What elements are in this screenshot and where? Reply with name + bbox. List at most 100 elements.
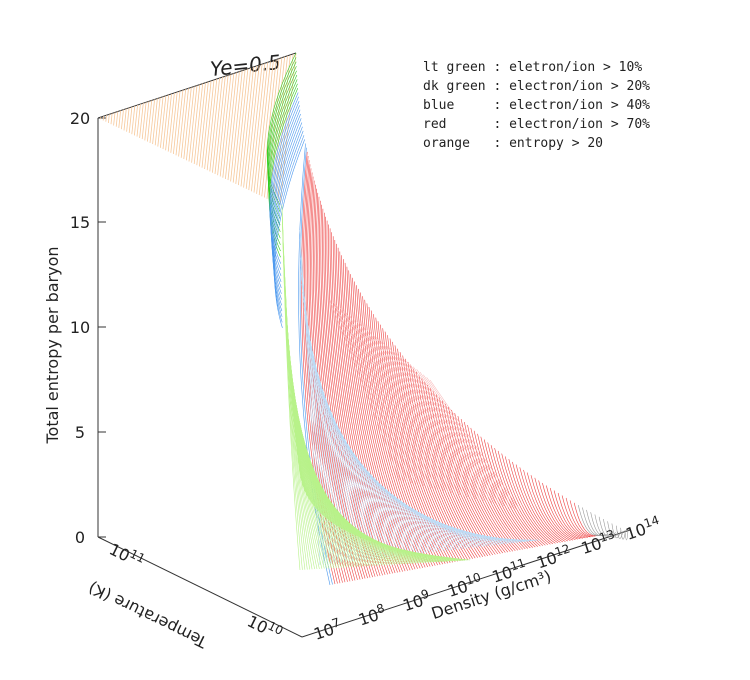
surface-line: [204, 79, 215, 170]
surface-line: [121, 109, 124, 130]
surface-line: [292, 408, 420, 564]
legend-entry: red : electron/ion > 70%: [423, 117, 650, 132]
surface-line: [232, 69, 246, 183]
surface-line: [366, 329, 445, 492]
surface-line: [480, 436, 536, 548]
surface-line: [363, 326, 441, 491]
surface-line: [373, 314, 441, 565]
surface-line: [413, 366, 501, 506]
surface-line: [160, 95, 167, 148]
surface-line: [149, 99, 155, 143]
surface-line: [329, 299, 401, 481]
z-tick-labels: 0 5 10 15 20: [70, 109, 90, 547]
surface-line: [298, 143, 331, 586]
surface-line: [350, 274, 413, 570]
surface-line: [139, 103, 144, 138]
surface-line: [157, 96, 164, 147]
surface-line: [141, 102, 147, 140]
surface-line: [359, 323, 437, 490]
surface-line: [191, 84, 201, 163]
surface-line: [230, 70, 243, 182]
surface-line: [429, 379, 521, 511]
surface-line: [348, 270, 411, 571]
surface-line: [383, 342, 465, 497]
surface-line: [238, 67, 252, 186]
surface-line: [337, 247, 396, 574]
surface-line: [624, 529, 629, 541]
surface-line: [240, 66, 254, 187]
surface-line: [212, 77, 223, 173]
surface-line: [274, 139, 305, 328]
surface-line: [293, 415, 424, 563]
surface-line: [273, 130, 304, 317]
surface-line: [272, 126, 303, 312]
surface-line: [305, 164, 343, 583]
surface-line: [261, 59, 277, 197]
surface-line: [193, 83, 204, 165]
surface-line: [291, 390, 408, 564]
surface-line: [131, 105, 136, 135]
surface-line: [402, 355, 471, 560]
surface-line: [616, 525, 624, 539]
surface-line: [264, 58, 280, 198]
surface-line: [353, 318, 429, 488]
surface-line: [105, 115, 107, 122]
surface-line: [123, 108, 127, 131]
legend-entry: orange : entropy > 20: [423, 136, 603, 151]
surface-line: [416, 369, 505, 507]
surface-line: [519, 467, 564, 543]
surface-line: [419, 371, 509, 508]
surface-line: [504, 456, 554, 545]
surface-line: [225, 72, 237, 179]
surface-line: [457, 415, 519, 551]
surface-line: [294, 425, 432, 563]
surface-line: [512, 461, 559, 544]
x-tick-label: 107: [311, 615, 344, 644]
surface-line: [272, 122, 303, 306]
surface-line: [336, 243, 393, 574]
surface-line: [534, 477, 574, 541]
surface-line: [487, 442, 541, 547]
surface-line: [201, 80, 212, 168]
surface-line: [214, 76, 226, 174]
surface-line: [308, 172, 348, 582]
surface-line: [167, 92, 175, 152]
surface-line: [126, 107, 130, 132]
surface-line: [328, 224, 381, 576]
surface-line: [586, 509, 606, 536]
surface-line: [501, 453, 551, 545]
surface-line: [343, 259, 403, 572]
surface-line: [258, 60, 274, 196]
surface-line: [178, 89, 187, 157]
surface-line: [170, 91, 178, 153]
surface-line: [175, 90, 184, 156]
surface-line: [403, 358, 489, 503]
surface-line: [268, 83, 298, 252]
surface-line: [561, 495, 591, 538]
surface-line: [494, 448, 546, 546]
surface-line: [549, 487, 583, 539]
surface-line: [379, 339, 461, 496]
surface-line: [343, 310, 417, 485]
surface-line: [376, 337, 457, 495]
y-axis-line: [97, 536, 303, 638]
surface-line: [421, 378, 489, 557]
surface-line: [380, 324, 448, 564]
surface-line: [235, 68, 249, 184]
surface-line: [369, 476, 460, 550]
surface-line: [460, 418, 521, 551]
surface-line: [396, 501, 486, 547]
surface-line: [358, 288, 423, 569]
surface-line: [206, 78, 218, 171]
surface-line: [467, 424, 526, 550]
surface-line: [180, 88, 189, 158]
surface-line: [611, 523, 621, 539]
surface-line: [523, 469, 566, 542]
surface-line: [115, 111, 119, 127]
surface-line: [346, 313, 421, 486]
chart-title: Ye=0.5: [209, 50, 282, 81]
surface-line: [369, 331, 449, 493]
surface-line: [294, 422, 429, 563]
surface-line: [373, 334, 453, 494]
surface-line: [546, 485, 581, 540]
